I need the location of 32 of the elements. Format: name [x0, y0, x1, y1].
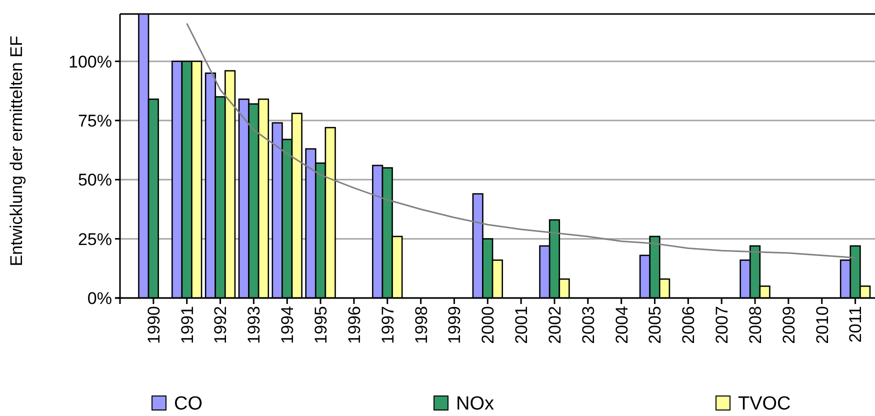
- legend-label: TVOC: [738, 394, 791, 415]
- x-tick-label: 1993: [244, 306, 264, 344]
- x-tick-label: 1999: [445, 306, 464, 344]
- x-tick-label: 1996: [344, 306, 364, 344]
- x-tick-label: 1992: [211, 306, 230, 344]
- x-tick-label: 2000: [478, 306, 498, 344]
- x-tick-label: 2009: [779, 306, 798, 344]
- x-tick-label: 2006: [679, 306, 698, 344]
- x-tick-label: 2010: [812, 306, 832, 344]
- y-tick-label: 0%: [87, 288, 112, 308]
- line-series: [186, 22, 856, 259]
- x-tick-label: 1995: [311, 306, 330, 344]
- y-tick-label: 50%: [78, 170, 112, 190]
- x-tick-label: 2005: [646, 306, 665, 344]
- legend-label: CO: [174, 394, 202, 415]
- x-tick-label: 1990: [144, 306, 164, 344]
- x-tick-label: 2003: [578, 306, 598, 344]
- y-tick-label: 100%: [68, 52, 112, 72]
- x-tick-label: 1991: [178, 306, 197, 344]
- legend-label: NOx: [456, 394, 494, 415]
- y-axis-title: Entwicklung der ermittelten EF: [7, 36, 26, 266]
- x-tick-label: 2011: [846, 306, 866, 343]
- x-tick-label: 2001: [512, 306, 532, 344]
- y-tick-label: 75%: [78, 111, 112, 130]
- x-tick-label: 1998: [412, 306, 431, 344]
- x-tick-label: 2007: [712, 306, 732, 344]
- x-tick-label: 2004: [612, 306, 632, 344]
- y-tick-label: 25%: [78, 230, 112, 249]
- x-tick-label: 1994: [278, 306, 298, 344]
- x-tick-label: 2002: [545, 306, 564, 344]
- x-tick-label: 2008: [746, 306, 765, 344]
- x-tick-label: 1997: [378, 306, 398, 344]
